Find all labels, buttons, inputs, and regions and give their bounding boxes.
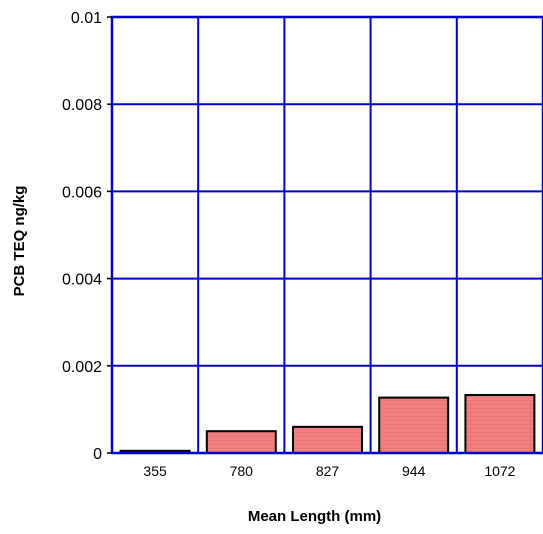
y-tick-labels: 0 0.002 0.004 0.006 0.008 0.01 — [62, 10, 112, 463]
x-tick-label: 944 — [402, 463, 426, 479]
y-axis-label: PCB TEQ ng/kg — [11, 186, 28, 297]
x-tick-label: 355 — [143, 463, 167, 479]
grid-lines — [112, 16, 543, 454]
y-tick-label: 0.004 — [62, 272, 102, 289]
y-tick-label: 0.006 — [62, 184, 102, 201]
bar-944 — [378, 396, 450, 454]
x-tick-label: 780 — [230, 463, 254, 479]
bar-1072 — [464, 394, 536, 454]
x-tick-label: 1072 — [484, 463, 515, 479]
y-tick-label: 0.008 — [62, 97, 102, 114]
bar-780 — [205, 430, 277, 455]
plot-frame — [110, 15, 543, 455]
x-axis-label: Mean Length (mm) — [248, 508, 381, 525]
bar-827 — [292, 425, 363, 454]
x-tick-label: 827 — [316, 463, 340, 479]
x-tick-labels: 355 780 827 944 1072 — [143, 463, 515, 479]
y-tick-label: 0.01 — [71, 10, 102, 27]
bars — [119, 394, 536, 455]
y-tick-label: 0.002 — [62, 359, 102, 376]
y-tick-label: 0 — [93, 446, 102, 463]
